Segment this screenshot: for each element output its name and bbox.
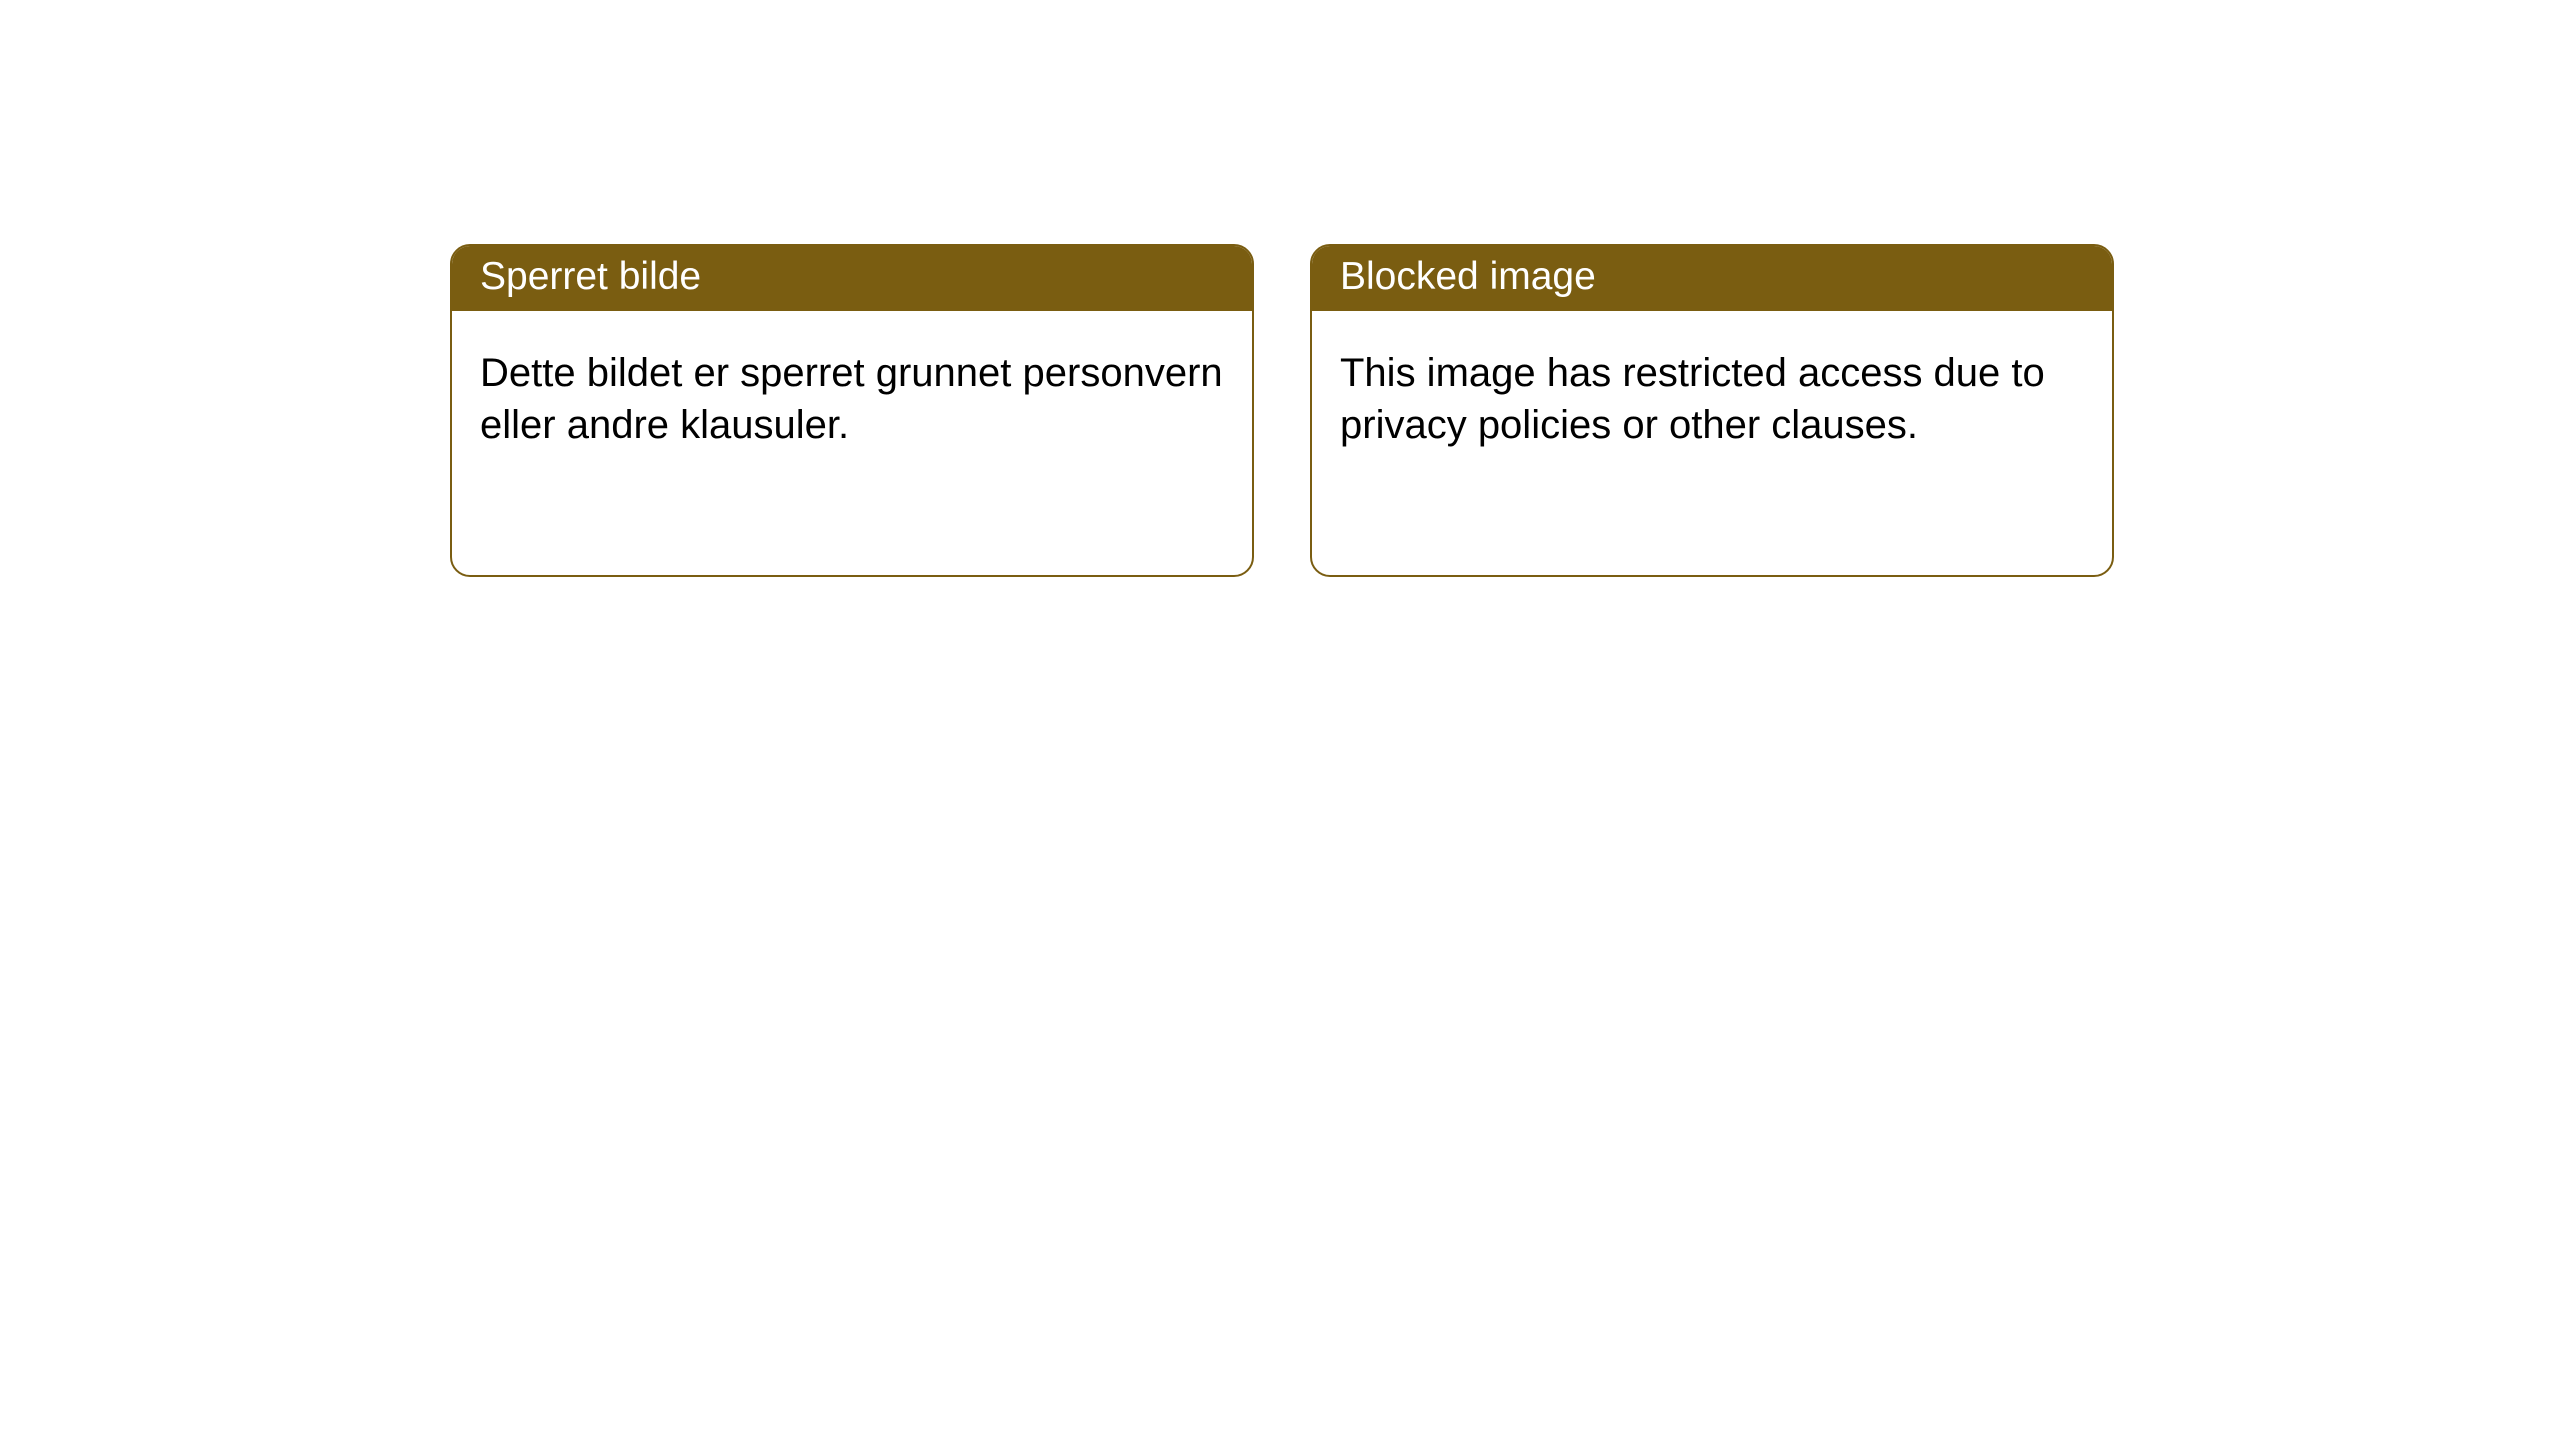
- blocked-image-card-no: Sperret bilde Dette bildet er sperret gr…: [450, 244, 1254, 577]
- card-body: Dette bildet er sperret grunnet personve…: [452, 311, 1252, 479]
- card-body: This image has restricted access due to …: [1312, 311, 2112, 479]
- notice-container: Sperret bilde Dette bildet er sperret gr…: [0, 0, 2560, 577]
- card-title: Sperret bilde: [452, 246, 1252, 311]
- blocked-image-card-en: Blocked image This image has restricted …: [1310, 244, 2114, 577]
- card-title: Blocked image: [1312, 246, 2112, 311]
